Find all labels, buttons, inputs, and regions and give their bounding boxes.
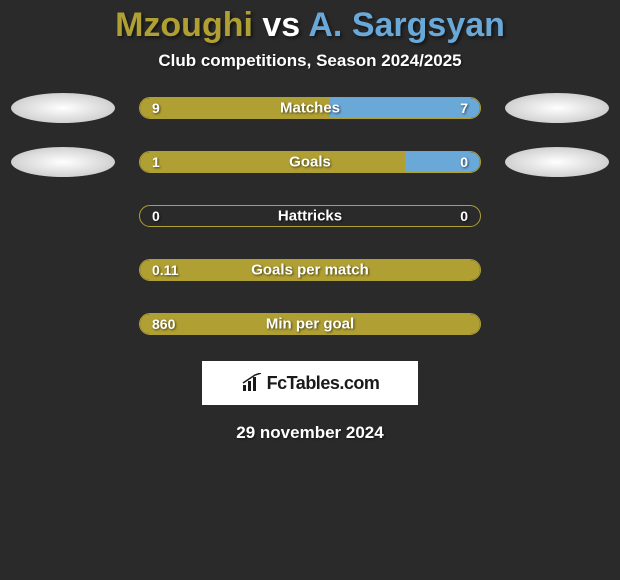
vs-text: vs (253, 6, 308, 44)
bar-fill-right (330, 98, 480, 118)
logo-text: FcTables.com (267, 373, 380, 394)
stat-bar: 1 Goals 0 (139, 151, 481, 173)
stat-bar: 860 Min per goal (139, 313, 481, 335)
player-right-marker (505, 147, 609, 177)
player-left-marker (11, 93, 115, 123)
stat-row: 1 Goals 0 (0, 147, 620, 177)
logo-box: FcTables.com (202, 361, 418, 405)
bar-fill-left (140, 152, 405, 172)
comparison-area: 9 Matches 7 1 Goals 0 0 Hattricks 0 0.11 Goals per… (0, 93, 620, 339)
stat-value-left: 860 (152, 316, 175, 332)
player-left-marker (11, 147, 115, 177)
stat-row: 9 Matches 7 (0, 93, 620, 123)
date-line: 29 november 2024 (0, 423, 620, 443)
chart-icon (241, 373, 263, 393)
stat-value-left: 1 (152, 154, 160, 170)
stat-metric-label: Goals (289, 154, 331, 171)
subtitle: Club competitions, Season 2024/2025 (0, 51, 620, 93)
stat-metric-label: Hattricks (278, 208, 342, 225)
player-right-name: A. Sargsyan (308, 6, 505, 44)
stat-value-left: 0.11 (152, 262, 178, 278)
stat-value-right: 0 (460, 154, 468, 170)
stat-metric-label: Matches (280, 100, 340, 117)
stat-bar: 0 Hattricks 0 (139, 205, 481, 227)
stat-value-left: 9 (152, 100, 160, 116)
stat-bar: 0.11 Goals per match (139, 259, 481, 281)
page-title: Mzoughi vs A. Sargsyan (0, 0, 620, 51)
stat-metric-label: Goals per match (251, 262, 369, 279)
player-right-marker (505, 93, 609, 123)
stat-row: 0.11 Goals per match (0, 255, 620, 285)
bar-fill-right (405, 152, 480, 172)
stat-row: 0 Hattricks 0 (0, 201, 620, 231)
stat-metric-label: Min per goal (266, 316, 354, 333)
stat-row: 860 Min per goal (0, 309, 620, 339)
player-left-name: Mzoughi (115, 6, 253, 44)
stat-value-left: 0 (152, 208, 160, 224)
stat-bar: 9 Matches 7 (139, 97, 481, 119)
stat-value-right: 0 (460, 208, 468, 224)
stat-value-right: 7 (460, 100, 468, 116)
